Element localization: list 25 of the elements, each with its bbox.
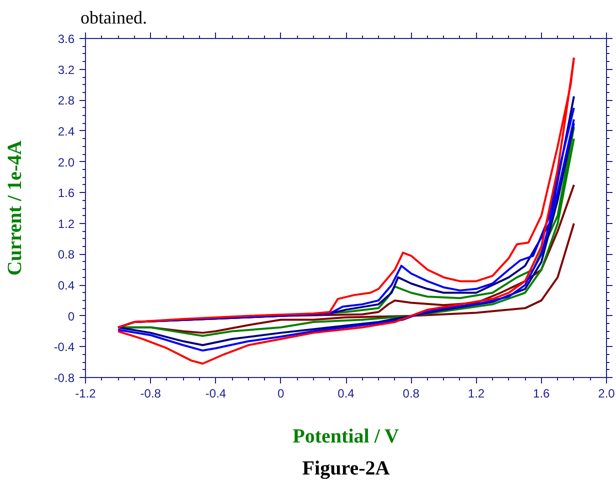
text: Figure-2A [302,458,390,480]
y-tick-label: 0.4 [58,278,75,293]
y-tick-label: 3.6 [58,32,75,46]
x-axis-title: Potential / V [292,426,400,448]
x-tick-label: -0.8 [140,386,162,400]
x-tick-label: 0.4 [338,386,355,400]
x-tick-label: -0.4 [205,386,226,400]
x-tick-label: 2.0 [598,386,616,400]
y-tick-label: -0.4 [54,340,75,354]
x-tick-label: 1.2 [468,386,485,400]
y-tick-label: 0.8 [58,248,75,262]
y-tick-label: 0 [68,309,75,324]
x-tick-label: 1.6 [533,386,550,400]
y-tick-label: 1.2 [58,216,75,231]
y-tick-label: 2.8 [58,94,75,108]
y-tick-label: 1.6 [58,186,75,200]
x-tick-label: 0 [278,386,285,400]
y-axis-title: Current / 1e-4A [4,140,26,276]
y-tick-label: -0.8 [54,371,75,385]
y-tick-label: 3.2 [58,62,75,77]
y-tick-label: 2.0 [58,155,75,170]
x-tick-label: -1.2 [75,386,96,400]
y-tick-label: 2.4 [58,124,75,138]
text: obtained. [80,8,147,28]
x-tick-label: 0.8 [402,386,420,400]
